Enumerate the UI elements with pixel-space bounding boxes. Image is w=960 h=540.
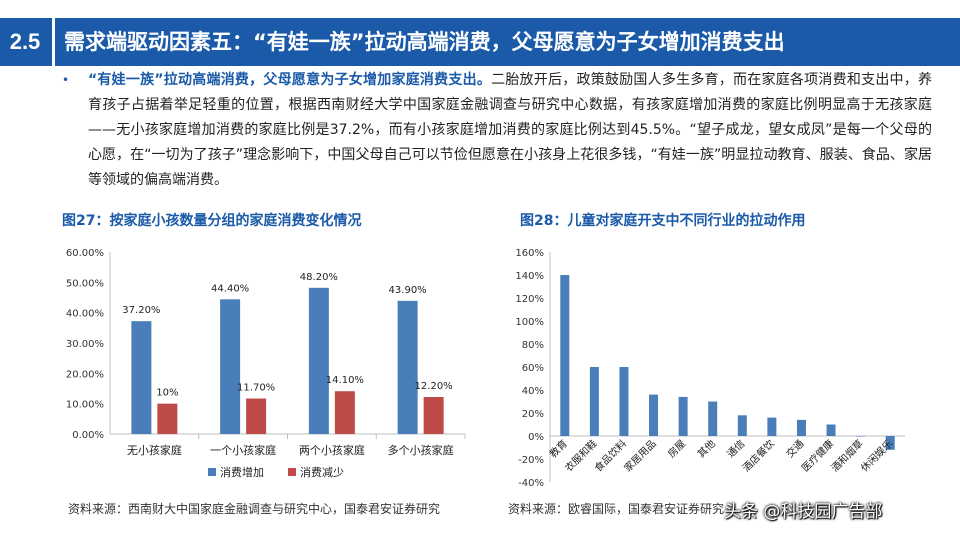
legend-swatch [288,468,296,476]
bullet-marker: • [62,73,70,87]
data-label: 10% [156,388,178,399]
y-tick-label: 50.00% [66,278,104,289]
x-tick-label: 房屋 [665,437,688,460]
bar [560,275,570,436]
legend-swatch [208,468,216,476]
bar [737,415,747,436]
x-tick-label: 其他 [694,437,717,460]
body-paragraph: “有娃一族”拉动高端消费，父母愿意为子女增加家庭消费支出。二胎放开后，政策鼓励国… [62,68,932,193]
bar [649,394,659,436]
bar [157,403,178,434]
legend-label: 消费减少 [300,465,344,479]
fig28-title: 图28：儿童对家庭开支中不同行业的拉动作用 [520,213,806,229]
y-tick-label: 10.00% [66,400,104,411]
y-tick-label: 0.00% [72,430,104,441]
fig27-source: 资料来源：西南财大中国家庭金融调查与研究中心，国泰君安证券研究 [68,502,441,516]
y-tick-label: 60.00% [66,248,104,259]
section-number: 2.5 [9,29,41,54]
x-tick-label: 休闲娱乐 [858,437,895,474]
y-tick-label: 0% [528,432,544,443]
bar [826,424,836,436]
y-tick-label: -20% [518,455,544,466]
y-tick-label: 160% [515,248,544,259]
y-tick-label: -40% [518,478,544,489]
watermark-text: 头条 @科技园广告部 [724,502,883,522]
y-tick-label: 140% [515,271,544,282]
bar [589,367,599,436]
y-tick-label: 60% [522,363,544,374]
fig27-title: 图27：按家庭小孩数量分组的家庭消费变化情况 [62,213,362,229]
y-tick-label: 100% [515,317,544,328]
bar [334,391,355,434]
bar [131,321,152,434]
fig28-source: 资料来源：欧睿国际，国泰君安证券研究 [508,502,725,516]
y-tick-label: 20% [522,409,544,420]
x-tick-label: 一个小孩家庭 [210,443,276,457]
bar [767,417,777,436]
header-bar: 2.5 需求端驱动因素五：“有娃一族”拉动高端消费，父母愿意为子女增加消费支出 [0,18,960,66]
bar [220,299,241,434]
data-label: 44.40% [211,283,249,294]
x-tick-label: 两个小孩家庭 [299,443,365,457]
x-tick-label: 酒店餐饮 [740,437,777,474]
legend-label: 消费增加 [220,465,264,479]
data-label: 12.20% [415,381,453,392]
y-tick-label: 80% [522,340,544,351]
x-tick-label: 通信 [725,438,748,461]
y-tick-label: 20.00% [66,369,104,380]
x-tick-label: 多个小孩家庭 [388,443,454,457]
bar [619,367,629,436]
bar [423,396,444,434]
bar [246,398,267,434]
data-label: 11.70% [237,383,275,394]
bar [796,419,806,436]
x-tick-label: 家居用品 [621,437,658,474]
data-label: 48.20% [300,272,338,283]
bar [708,401,718,436]
data-label: 43.90% [389,285,427,296]
x-tick-label: 交通 [783,437,806,460]
bar [885,436,895,450]
paragraph-lead: “有娃一族”拉动高端消费，父母愿意为子女增加家庭消费支出。 [88,72,492,88]
bar [308,287,329,434]
paragraph-text: 二胎放开后，政策鼓励国人多生多育，而在家庭各项消费和支出中，养育孩子占据着举足轻… [88,72,933,188]
bar [397,300,418,434]
fig27-chart: 0.00% 10.00% 20.00% 30.00% 40.00% 50.00% 60.00… [66,248,466,479]
y-tick-label: 120% [515,294,544,305]
y-tick-label: 40.00% [66,309,104,320]
page-title: 需求端驱动因素五：“有娃一族”拉动高端消费，父母愿意为子女增加消费支出 [64,30,785,54]
fig28-chart: -40%-20%0%20%40%60%80%100%120%140%160%教育… [515,248,905,489]
bar [678,396,688,436]
data-label: 37.20% [122,305,160,316]
body-paragraph-block: • “有娃一族”拉动高端消费，父母愿意为子女增加家庭消费支出。二胎放开后，政策鼓… [62,68,932,193]
data-label: 14.10% [326,375,364,386]
header-divider [52,18,55,66]
y-tick-label: 30.00% [66,339,104,350]
x-tick-label: 无小孩家庭 [127,443,182,457]
y-tick-label: 40% [522,386,544,397]
bar [856,436,866,437]
